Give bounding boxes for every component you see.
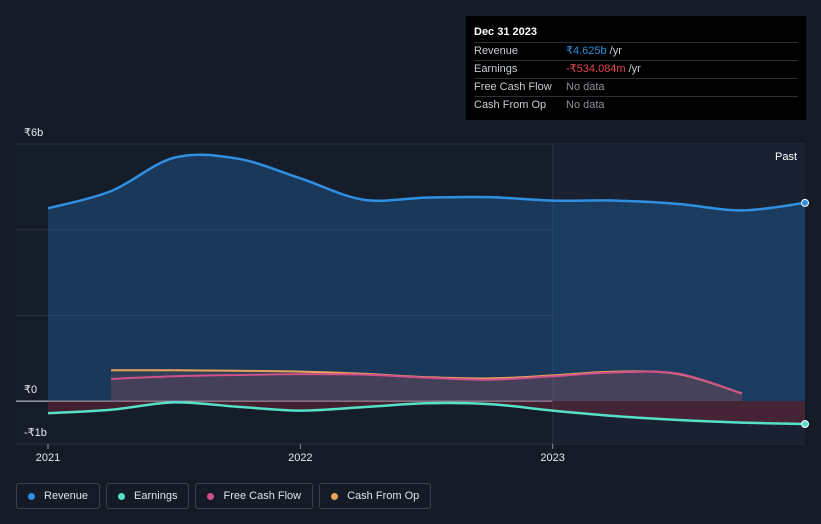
- highlight-layer: [552, 144, 805, 444]
- tooltip-value: -₹534.084m: [566, 63, 626, 75]
- legend-item-cash-from-op[interactable]: Cash From Op: [319, 483, 432, 509]
- series-end-point-earnings: [801, 420, 809, 429]
- tooltip-label: Revenue: [474, 45, 519, 57]
- tooltip-unit: /yr: [628, 63, 641, 75]
- tooltip-value: No data: [566, 99, 605, 111]
- line-layer: [47, 153, 809, 429]
- tooltip-value: ₹4.625b: [566, 45, 607, 57]
- legend-item-earnings[interactable]: Earnings: [106, 483, 190, 509]
- area-layer: [48, 154, 805, 425]
- legend-item-free-cash-flow[interactable]: Free Cash Flow: [195, 483, 314, 509]
- legend-label: Revenue: [44, 490, 89, 502]
- past-highlight: [552, 144, 805, 444]
- series-line-earnings: [47, 401, 806, 426]
- series-end-point-revenue: [801, 198, 809, 207]
- x-tick-label: 2023: [540, 452, 564, 464]
- tooltip-row-earnings: Earnings -₹534.084m/yr: [474, 60, 798, 78]
- tooltip-label: Free Cash Flow: [474, 81, 552, 93]
- tooltip-label: Cash From Op: [474, 99, 547, 111]
- tooltip-value: No data: [566, 81, 605, 93]
- legend-item-revenue[interactable]: Revenue: [16, 483, 101, 509]
- series-area-free-cash-flow: [111, 371, 742, 402]
- tooltip-row-revenue: Revenue ₹4.625b/yr: [474, 42, 798, 60]
- x-tick-label: 2022: [288, 452, 312, 464]
- y-label-zero: ₹0: [24, 384, 38, 396]
- legend-dot-icon: [331, 492, 339, 500]
- legend-label: Free Cash Flow: [223, 490, 302, 502]
- legend-dot-icon: [118, 492, 126, 500]
- series-line-revenue: [47, 153, 806, 212]
- tick-layer: 2021 2022 2023: [36, 444, 565, 464]
- series-line-free-cash-flow: [111, 370, 743, 395]
- x-tick-label: 2021: [36, 452, 60, 464]
- legend-label: Earnings: [134, 490, 178, 502]
- y-label-top: ₹6b: [24, 127, 44, 139]
- series-area-revenue: [48, 154, 805, 402]
- legend-dot-icon: [28, 492, 35, 500]
- tooltip-label: Earnings: [474, 63, 518, 75]
- tooltip-date: Dec 31 2023: [474, 26, 537, 38]
- series-area-earnings: [48, 401, 805, 425]
- tooltip-row-cfo: Cash From Op No data: [474, 96, 798, 114]
- legend: Revenue Earnings Free Cash Flow Cash Fro…: [16, 483, 432, 509]
- tooltip-unit: /yr: [609, 45, 622, 57]
- legend-dot-icon: [207, 492, 215, 500]
- legend-label: Cash From Op: [347, 490, 420, 502]
- y-label-bottom: -₹1b: [24, 427, 47, 439]
- tooltip: Dec 31 2023 Revenue ₹4.625b/yr Earnings …: [466, 16, 806, 120]
- series-area-cash-from-op: [111, 370, 742, 402]
- tooltip-row-fcf: Free Cash Flow No data: [474, 78, 798, 96]
- past-label: Past: [775, 151, 797, 163]
